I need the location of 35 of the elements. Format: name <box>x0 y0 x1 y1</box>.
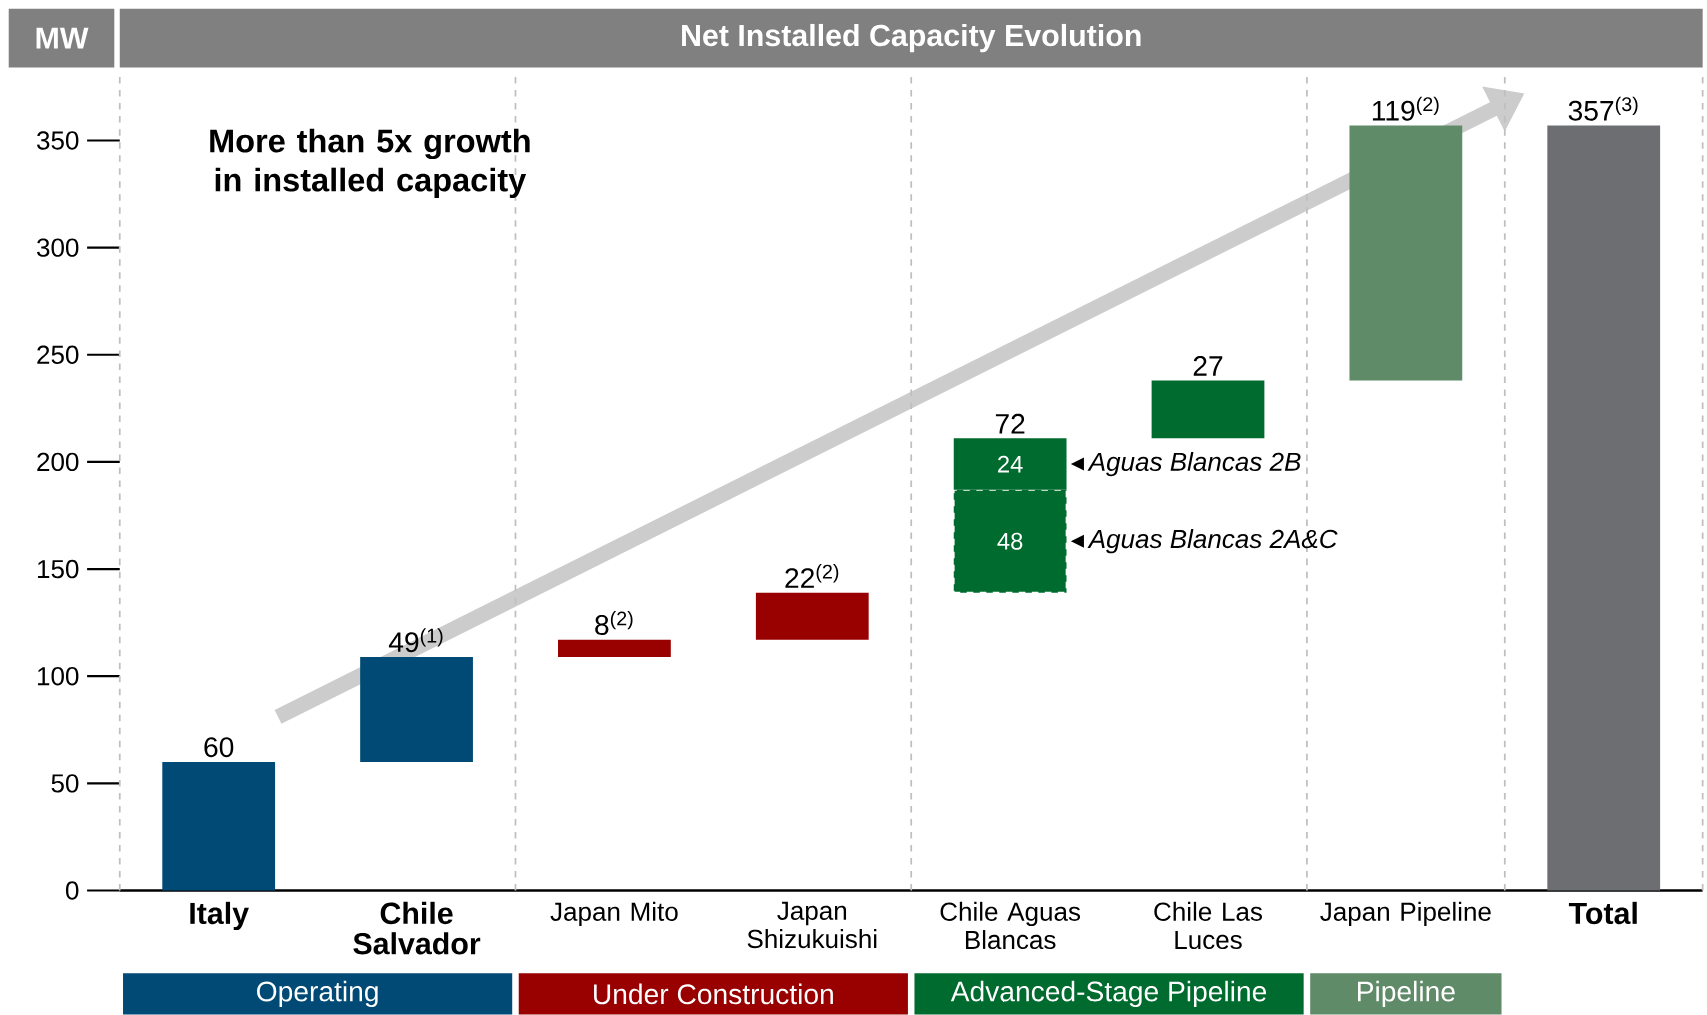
total-label: 72 <box>995 414 1025 434</box>
y-tick-label: 200 <box>37 452 79 472</box>
x-tick-label: Italy <box>190 902 249 931</box>
text: Advanced-Stage Pipeline <box>950 980 1267 1008</box>
y-tick-label: 0 <box>65 881 79 900</box>
x-tick-label: Chile Salvador <box>353 902 481 955</box>
y-tick-label: 350 <box>36 131 79 150</box>
data-label: 8$^{(2)}$ <box>595 611 633 636</box>
x-tick-label: Chile Aguas Blancas <box>940 902 1081 950</box>
x-tick-label: Japan Pipeline <box>1320 902 1491 927</box>
annotation: More than 5x growth in installed capacity <box>210 128 530 199</box>
x-tick-label: Japan Mito <box>550 902 678 927</box>
y-tick-label: 300 <box>36 238 79 258</box>
text: Operating <box>257 980 378 1008</box>
data-label: 22$^{(2)}$ <box>785 564 839 589</box>
annotation: Aguas Blancas 2B <box>1087 452 1301 477</box>
text: Under Construction <box>594 983 833 1005</box>
x-tick-label: Chile Las Luces <box>1154 902 1262 950</box>
x-tick-label: Total <box>1568 902 1637 925</box>
data-label: 357$^{(3)}$ <box>1568 96 1638 121</box>
x-tick-label: Japan Shizukuishi <box>747 902 877 949</box>
annotation: Aguas Blancas 2A&C <box>1087 529 1338 554</box>
data-label: 48 <box>997 532 1023 550</box>
data-label: 60 <box>204 737 234 758</box>
chart-title: Net Installed Capacity Evolution <box>682 24 1141 53</box>
y-axis-title: MW <box>36 27 89 49</box>
y-tick-label: 50 <box>51 774 79 793</box>
data-label: 24 <box>998 455 1023 473</box>
data-label: 27 <box>1193 356 1223 376</box>
text: Pipeline <box>1358 980 1455 1008</box>
y-tick-label: 150 <box>37 560 79 579</box>
y-tick-label: 250 <box>37 345 79 365</box>
y-tick-label: 100 <box>37 667 79 686</box>
data-label: 49$^{(1)}$ <box>388 628 443 653</box>
data-label: 119$^{(2)}$ <box>1372 96 1439 121</box>
